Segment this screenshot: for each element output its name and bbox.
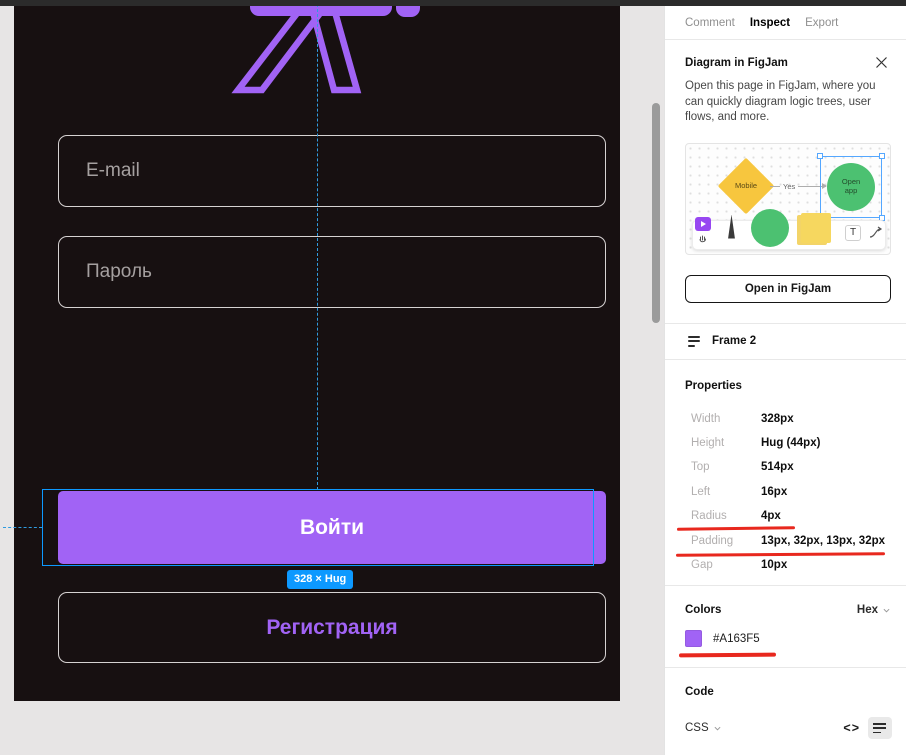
property-value: 10px <box>761 559 788 572</box>
property-label: Height <box>691 437 725 450</box>
text-tool-icon: T <box>845 224 861 241</box>
email-input[interactable] <box>58 135 606 207</box>
property-row-gap: Gap 10px <box>665 553 906 577</box>
color-swatch <box>685 630 702 648</box>
property-value: 16px <box>761 485 788 498</box>
cursor-tool-icon <box>695 216 711 231</box>
close-icon[interactable] <box>875 56 888 69</box>
canvas-scrollbar[interactable] <box>652 103 660 323</box>
property-row-height: Height Hug (44px) <box>665 431 906 455</box>
sticky-note-tool-icon <box>801 212 831 243</box>
code-view-icon[interactable]: <> <box>843 721 860 736</box>
property-label: Padding <box>691 534 734 547</box>
chevron-down-icon <box>883 608 890 613</box>
marker-tool-icon <box>728 214 735 239</box>
color-row[interactable]: #A163F5 <box>678 630 890 658</box>
code-section: Code CSS <> <box>665 668 906 755</box>
colors-title: Colors <box>685 604 722 617</box>
property-value: Hug (44px) <box>761 437 821 450</box>
code-list-view-button[interactable] <box>868 717 892 740</box>
color-hex-value: #A163F5 <box>713 632 760 645</box>
hand-tool-icon <box>698 234 708 244</box>
login-button[interactable]: Войти <box>58 491 606 564</box>
auto-layout-icon <box>688 335 700 347</box>
toolbar-strip <box>0 0 906 6</box>
property-label: Width <box>691 412 721 425</box>
app-logo-icon <box>231 0 420 94</box>
property-label: Top <box>691 461 710 474</box>
colors-section: Colors Hex #A163F5 <box>665 585 906 669</box>
flowchart-circle: Open app <box>827 162 875 211</box>
property-value: 13px, 32px, 13px, 32px <box>761 534 886 547</box>
property-row-width: Width 328px <box>665 407 906 431</box>
preview-selection-box <box>817 152 885 221</box>
layer-name: Frame 2 <box>712 335 757 347</box>
edge-label: Yes <box>783 182 796 191</box>
horizontal-guide-line <box>3 527 42 528</box>
figjam-toolbar: T <box>692 208 886 250</box>
property-row-padding: Padding 13px, 32px, 13px, 32px <box>665 528 906 557</box>
shape-tool-icon <box>751 208 789 247</box>
vertical-guide-line <box>317 4 318 490</box>
color-format-dropdown[interactable]: Hex <box>857 604 890 616</box>
property-label: Left <box>691 485 711 498</box>
figjam-title: Diagram in FigJam <box>685 57 788 69</box>
property-value: 328px <box>761 412 794 425</box>
properties-section: Properties Width 328px Height Hug (44px)… <box>665 360 906 586</box>
code-title: Code <box>685 686 714 699</box>
red-annotation-underline <box>678 652 777 658</box>
color-format-value: Hex <box>856 604 878 617</box>
tab-comment[interactable]: Comment <box>685 16 735 29</box>
open-in-figjam-button[interactable]: Open in FigJam <box>685 274 891 303</box>
flowchart-diamond: Mobile <box>717 157 775 214</box>
flowchart-connector: Yes <box>770 180 827 194</box>
property-row-left: Left 16px <box>665 480 906 504</box>
figjam-description: Open this page in FigJam, where you can … <box>685 80 876 123</box>
code-language-value: CSS <box>685 722 709 735</box>
code-language-dropdown[interactable]: CSS <box>685 722 721 734</box>
figjam-promo-section: Diagram in FigJam Open this page in FigJ… <box>665 40 906 324</box>
connector-tool-icon <box>869 226 883 240</box>
diamond-label: Mobile <box>734 181 758 190</box>
password-input[interactable] <box>58 236 606 308</box>
panel-tabs: Comment Inspect Export <box>665 6 906 40</box>
inspect-panel: Comment Inspect Export Diagram in FigJam… <box>664 6 906 755</box>
property-value: 4px <box>761 510 781 523</box>
property-label: Radius <box>691 510 727 523</box>
properties-title: Properties <box>685 379 742 392</box>
register-button[interactable]: Регистрация <box>58 592 606 663</box>
property-row-top: Top 514px <box>665 455 906 479</box>
selected-layer-row[interactable]: Frame 2 <box>665 324 906 360</box>
property-label: Gap <box>691 559 713 572</box>
figjam-preview-image: Mobile Yes Open app <box>685 142 891 255</box>
size-badge: 328 × Hug <box>287 570 354 589</box>
tab-inspect[interactable]: Inspect <box>749 16 791 29</box>
design-canvas[interactable]: Войти Регистрация 328 × Hug <box>0 0 664 755</box>
property-row-radius: Radius 4px <box>665 504 906 532</box>
tab-export[interactable]: Export <box>805 16 839 29</box>
chevron-down-icon <box>714 726 721 731</box>
property-value: 514px <box>761 461 794 474</box>
